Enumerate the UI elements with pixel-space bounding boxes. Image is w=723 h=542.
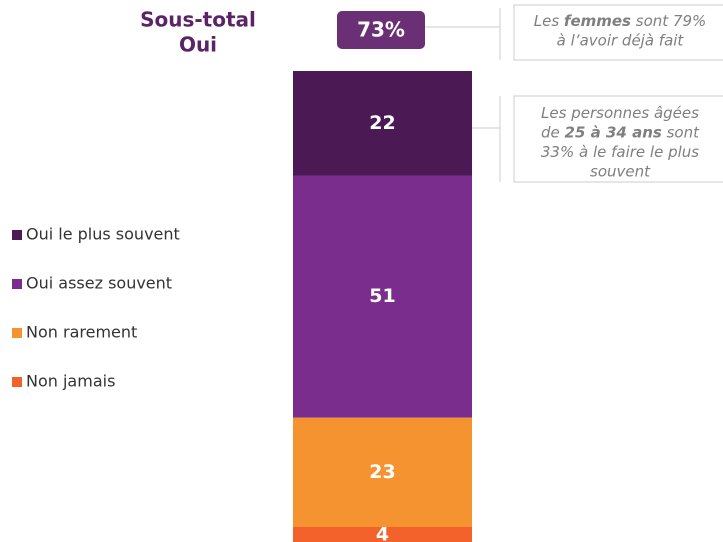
callout-run: femmes — [564, 12, 631, 30]
legend-swatch — [12, 279, 22, 289]
callout-text: de 25 à 34 ans sont — [541, 123, 700, 141]
callout-box — [513, 4, 723, 61]
callout-run: à l’avoir déjà fait — [557, 31, 685, 49]
callout-run: de — [541, 123, 565, 141]
legend-label: Oui le plus souvent — [26, 225, 180, 244]
bar-segment — [293, 527, 472, 542]
callout-run: sont 79% — [631, 12, 706, 30]
legend-swatch — [12, 230, 22, 240]
data-label: 23 — [369, 461, 395, 483]
callout-run: 33% à le faire le plus — [541, 143, 699, 161]
callout-text: à l’avoir déjà fait — [557, 31, 685, 49]
callout-run: 25 à 34 ans — [565, 123, 662, 141]
subtotal-value: 73% — [357, 18, 405, 42]
callout-run: Les personnes âgées — [541, 104, 699, 122]
callout-text: souvent — [590, 162, 651, 180]
data-label: 4 — [376, 524, 389, 542]
bar-segment — [293, 71, 472, 176]
legend-label: Non rarement — [26, 323, 137, 342]
subtotal-label: Sous-total — [140, 8, 256, 32]
bar-segment — [293, 417, 472, 527]
bar-segment — [293, 175, 472, 418]
legend-label: Oui assez souvent — [26, 274, 172, 293]
legend-swatch — [12, 377, 22, 387]
legend-swatch — [12, 328, 22, 338]
callout-box — [513, 95, 723, 183]
callout-text: 33% à le faire le plus — [541, 143, 699, 161]
legend-label: Non jamais — [26, 372, 115, 391]
subtotal-label: Oui — [179, 33, 217, 57]
subtotal-badge — [337, 11, 425, 49]
callout-run: souvent — [590, 162, 651, 180]
callout-run: Les — [534, 12, 564, 30]
callout-text: Les femmes sont 79% — [534, 12, 707, 30]
data-label: 51 — [369, 285, 395, 307]
data-label: 22 — [369, 112, 395, 134]
callout-text: Les personnes âgées — [541, 104, 699, 122]
callout-run: sont — [662, 123, 700, 141]
